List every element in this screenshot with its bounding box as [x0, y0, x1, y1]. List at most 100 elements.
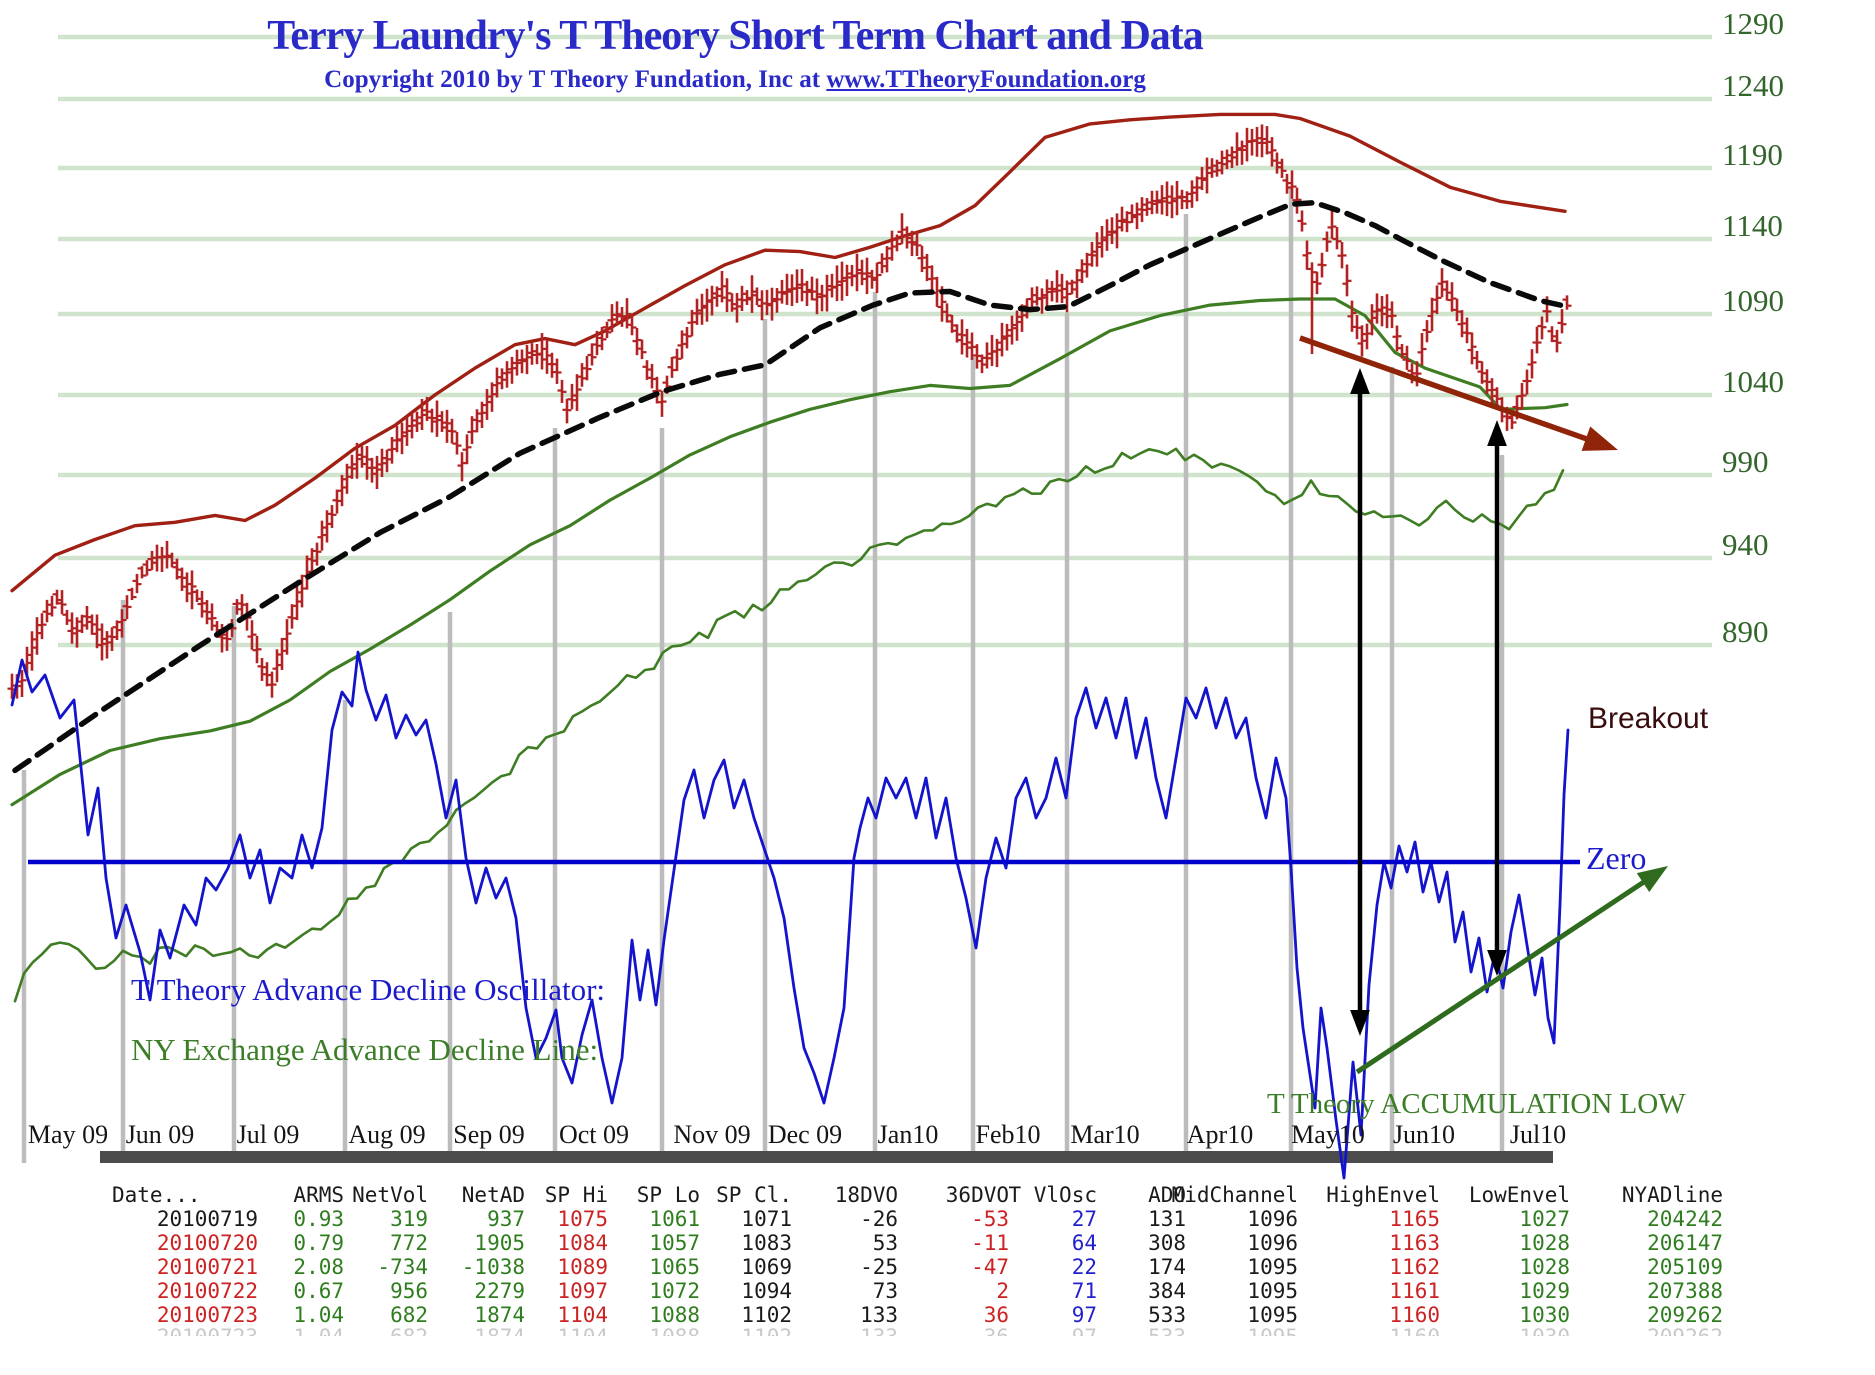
- timeline-bar: [100, 1151, 1553, 1163]
- y-axis-tick-label: 890: [1722, 614, 1769, 649]
- t-span-arrow-2-head: [1487, 420, 1507, 446]
- table-cell-netvol: -734: [377, 1255, 428, 1279]
- table-cell-sphi: 1089: [557, 1255, 608, 1279]
- t-span-arrow-2-head: [1487, 950, 1507, 976]
- month-label: May 09: [27, 1120, 109, 1149]
- y-axis-tick-label: 1040: [1722, 364, 1784, 399]
- month-label: Jul 09: [236, 1120, 300, 1149]
- mid-channel-line: [12, 199, 1570, 774]
- y-axis-tick-label: 1140: [1722, 208, 1783, 243]
- table-cell-netad: 1874: [474, 1303, 525, 1327]
- table-cell-spcl: 1094: [741, 1279, 792, 1303]
- table-cell-tvlosc: 97: [1072, 1325, 1097, 1336]
- table-cell-dvo18: 133: [860, 1303, 898, 1327]
- table-cell-netvol: 682: [390, 1325, 428, 1336]
- table-cell-arms: 0.93: [293, 1207, 344, 1231]
- table-header-midchannel: MidChannel: [1171, 1183, 1298, 1207]
- table-cell-highenvel: 1162: [1389, 1255, 1440, 1279]
- zero-line-label: Zero: [1586, 840, 1647, 876]
- declining-tops-trendline-head: [1581, 426, 1618, 451]
- month-label: Feb10: [975, 1120, 1041, 1149]
- table-header-netvol: NetVol: [352, 1183, 428, 1207]
- table-cell-dvo18: 53: [872, 1231, 898, 1255]
- table-cell-date: 20100722: [156, 1279, 258, 1303]
- table-cell-netad: 1905: [474, 1231, 525, 1255]
- table-cell-netad: -1038: [461, 1255, 525, 1279]
- table-cell-ado: 174: [1148, 1255, 1186, 1279]
- table-cell-date: 20100719: [156, 1207, 258, 1231]
- table-header-spcl: SP Cl.: [716, 1183, 792, 1207]
- table-cell-netvol: 772: [390, 1231, 428, 1255]
- table-cell-splo: 1088: [649, 1325, 700, 1336]
- table-cell-ado: 533: [1148, 1303, 1186, 1327]
- table-cell-date: 20100723: [157, 1325, 258, 1336]
- ado-panel-label: T Theory Advance Decline Oscillator:: [131, 972, 606, 1007]
- breakout-annotation: Breakout: [1588, 702, 1709, 735]
- copyright-text: Copyright 2010 by T Theory Fundation, In…: [324, 66, 827, 93]
- table-cell-sphi: 1084: [557, 1231, 608, 1255]
- table-cell-netvol: 956: [390, 1279, 428, 1303]
- table-cell-nyadline: 209262: [1647, 1303, 1723, 1327]
- table-cell-splo: 1057: [649, 1231, 700, 1255]
- accumulation-uptrend-arrow: [1355, 875, 1652, 1075]
- month-label: Aug 09: [348, 1120, 426, 1149]
- month-label: Nov 09: [673, 1120, 751, 1149]
- table-cell-lowenvel: 1027: [1519, 1207, 1570, 1231]
- low-envelope-line: [10, 297, 1569, 807]
- y-axis-tick-label: 940: [1722, 527, 1769, 562]
- table-cell-netad: 937: [487, 1207, 525, 1231]
- table-row: 20100722 0.67 956 2279 1097 1072 1094 73 2 71 384 1…: [0, 1279, 1875, 1303]
- month-label: Oct 09: [558, 1120, 630, 1149]
- month-label: Apr10: [1186, 1120, 1254, 1149]
- table-cell-netvol: 682: [390, 1303, 428, 1327]
- table-cell-dvo36: -53: [971, 1207, 1009, 1231]
- declining-tops-trendline: [1299, 335, 1597, 445]
- table-cell-nyadline: 204242: [1647, 1207, 1723, 1231]
- month-label: Jan10: [877, 1120, 939, 1149]
- table-header-highenvel: HighEnvel: [1326, 1183, 1440, 1207]
- table-cell-highenvel: 1160: [1389, 1325, 1440, 1336]
- table-header-row: Date... ARMS NetVol NetAD SP Hi SP Lo SP Cl. 18…: [0, 1183, 1875, 1207]
- table-cell-sphi: 1104: [557, 1303, 608, 1327]
- table-cell-tvlosc: 27: [1071, 1207, 1097, 1231]
- t-span-arrow-1-head: [1350, 368, 1370, 394]
- table-cell-dvo18: 133: [860, 1325, 898, 1336]
- table-cell-tvlosc: 64: [1071, 1231, 1097, 1255]
- table-cell-spcl: 1069: [741, 1255, 792, 1279]
- y-axis-tick-label: 990: [1722, 444, 1769, 479]
- table-cell-dvo18: -26: [860, 1207, 898, 1231]
- table-cell-arms: 0.67: [293, 1279, 344, 1303]
- table-cell-nyadline: 209262: [1647, 1325, 1723, 1336]
- month-label: Mar10: [1070, 1120, 1140, 1149]
- table-cell-highenvel: 1161: [1389, 1279, 1440, 1303]
- table-header-arms: ARMS: [293, 1183, 344, 1207]
- table-cell-sphi: 1097: [557, 1279, 608, 1303]
- table-cell-nyadline: 206147: [1647, 1231, 1723, 1255]
- table-cell-spcl: 1102: [741, 1325, 792, 1336]
- table-cell-highenvel: 1163: [1389, 1231, 1440, 1255]
- table-header-sphi: SP Hi: [544, 1183, 608, 1207]
- table-cell-spcl: 1083: [741, 1231, 792, 1255]
- table-header-date: Date...: [112, 1183, 201, 1207]
- month-label: Sep 09: [453, 1120, 525, 1149]
- table-header-lowenvel: LowEnvel: [1468, 1183, 1570, 1207]
- table-cell-dvo36: 2: [996, 1279, 1009, 1303]
- table-cell-midchannel: 1095: [1247, 1325, 1298, 1336]
- ado-oscillator-line: [10, 650, 1570, 1180]
- accumulation-uptrend-arrow-head: [1636, 866, 1668, 893]
- table-cell-midchannel: 1095: [1247, 1255, 1298, 1279]
- table-cell-lowenvel: 1028: [1519, 1231, 1570, 1255]
- y-axis-tick-label: 1290: [1722, 6, 1784, 41]
- table-cell-ado: 533: [1148, 1325, 1186, 1336]
- table-header-tvlosc: T VlOsc: [1008, 1183, 1097, 1207]
- table-cell-dvo18: 73: [872, 1279, 898, 1303]
- table-cell-arms: 2.08: [293, 1255, 344, 1279]
- table-cell-dvo36: 36: [983, 1303, 1009, 1327]
- table-cell-dvo18: -25: [860, 1255, 898, 1279]
- table-cell-splo: 1088: [649, 1303, 700, 1327]
- month-label: Jun10: [1392, 1120, 1456, 1149]
- table-cell-lowenvel: 1028: [1519, 1255, 1570, 1279]
- page-title: Terry Laundry's T Theory Short Term Char…: [267, 13, 1204, 59]
- table-cell-netvol: 319: [390, 1207, 428, 1231]
